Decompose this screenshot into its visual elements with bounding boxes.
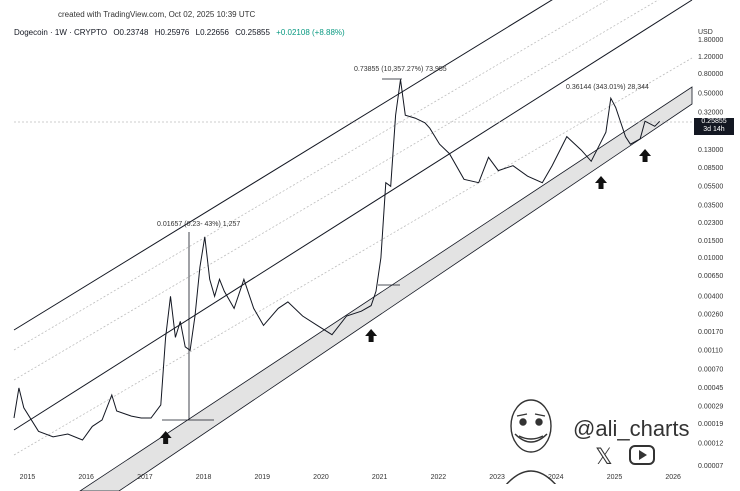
close-value: C0.25855: [235, 28, 270, 37]
y-tick-label: 0.00045: [698, 385, 723, 392]
bullish-arrow-icon: [159, 431, 172, 444]
y-tick-label: 0.00170: [698, 329, 723, 336]
x-logo-icon: 𝕏: [595, 445, 613, 470]
y-tick-label: 0.00012: [698, 440, 723, 447]
annotation-2021: 0.73855 (10,357.27%) 73,955: [354, 66, 447, 73]
candle-countdown: 3d 14h: [703, 126, 725, 133]
y-tick-label: 0.32000: [698, 109, 723, 116]
y-tick-label: 0.00007: [698, 463, 723, 470]
ali-charts-watermark: [505, 399, 557, 484]
bullish-arrow-icon: [639, 149, 652, 162]
x-tick-label: 2026: [665, 474, 681, 481]
x-tick-label: 2015: [20, 474, 36, 481]
support-band: [79, 86, 693, 491]
currency-label: USD: [698, 29, 713, 36]
social-icons: 𝕏: [595, 445, 655, 470]
watermark-handle: @ali_charts: [573, 416, 690, 441]
annotation-2017: 0.01657 (0.23‑ 43%) 1,257: [157, 221, 240, 228]
y-tick-label: 0.80000: [698, 71, 723, 78]
high-value: H0.25976: [154, 28, 190, 37]
dotted-guide: [13, 57, 693, 456]
x-tick-label: 2025: [607, 474, 623, 481]
x-axis-labels: 2015 2016 2017 2018 2019 2020 2021 2022 2023 2024…: [20, 474, 681, 481]
y-tick-label: 0.00019: [698, 421, 723, 428]
y-tick-label: 0.00029: [698, 403, 723, 410]
current-price-tag: 0.25855 3d 14h: [694, 118, 734, 135]
y-tick-label: 1.20000: [698, 54, 723, 61]
bullish-arrow-icon: [365, 329, 378, 342]
open-value: O0.23748: [113, 28, 149, 37]
price-series-line: [13, 79, 661, 441]
symbol-label: Dogecoin · 1W · CRYPTO: [14, 28, 108, 37]
channel-upper-line: [13, 0, 553, 331]
y-tick-label: 0.00650: [698, 273, 723, 280]
x-tick-label: 2022: [431, 474, 447, 481]
y-tick-label: 0.13000: [698, 147, 723, 154]
x-tick-label: 2020: [313, 474, 329, 481]
x-tick-label: 2016: [78, 474, 94, 481]
ohlc-legend: Dogecoin · 1W · CRYPTO O0.23748 H0.25976…: [14, 28, 349, 37]
bullish-arrows: [159, 149, 652, 444]
channel-mid-line: [13, 0, 693, 431]
cartoon-face-icon: [505, 399, 557, 484]
y-tick-label: 0.50000: [698, 91, 723, 98]
tradingview-created-line: created with TradingView.com, Oct 02, 20…: [58, 10, 256, 19]
change-value: +0.02108 (+8.88%): [276, 28, 345, 37]
x-tick-label: 2021: [372, 474, 388, 481]
x-tick-label: 2017: [137, 474, 153, 481]
y-tick-label: 0.00400: [698, 293, 723, 300]
y-tick-label: 0.05500: [698, 183, 723, 190]
bullish-arrow-icon: [595, 176, 608, 189]
x-tick-label: 2023: [489, 474, 505, 481]
y-tick-label: 0.00260: [698, 311, 723, 318]
y-tick-label: 0.00070: [698, 366, 723, 373]
dotted-guide: [13, 0, 659, 381]
y-tick-label: 1.80000: [698, 37, 723, 44]
low-value: L0.22656: [195, 28, 229, 37]
y-tick-label: 0.00110: [698, 347, 723, 354]
y-tick-label: 0.01500: [698, 238, 723, 245]
annotation-2025: 0.36144 (343.01%) 28,344: [566, 84, 649, 91]
y-tick-label: 0.03500: [698, 202, 723, 209]
youtube-play-icon: [628, 445, 655, 465]
x-tick-label: 2018: [196, 474, 212, 481]
y-axis-labels: 1.800001.200000.800000.500000.320000.200…: [698, 37, 723, 470]
y-tick-label: 0.08500: [698, 165, 723, 172]
x-tick-label: 2019: [254, 474, 270, 481]
y-tick-label: 0.01000: [698, 255, 723, 262]
y-tick-label: 0.02300: [698, 220, 723, 227]
dotted-guide: [13, 0, 609, 351]
current-price-value: 0.25855: [701, 118, 727, 125]
x-tick-label: 2024: [548, 474, 564, 481]
